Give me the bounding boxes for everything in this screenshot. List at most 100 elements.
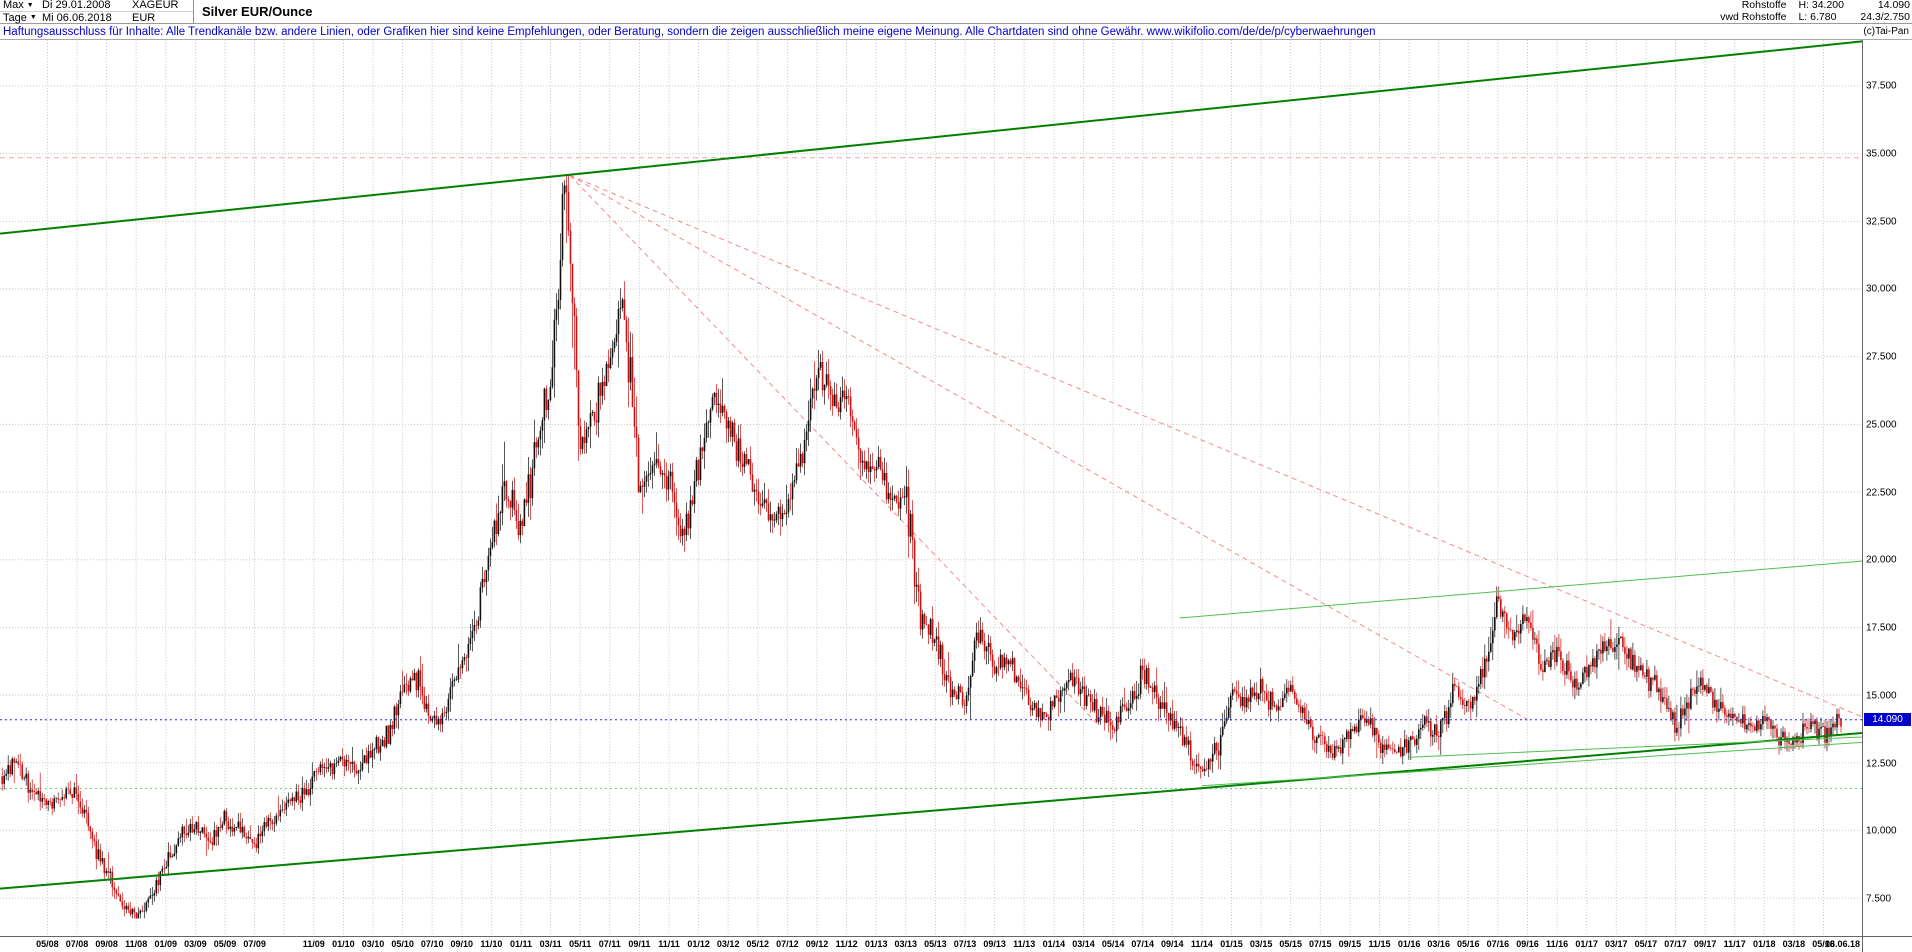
time-axis-label: 01/15 [1220, 939, 1243, 949]
time-axis-label: 11/09 [302, 939, 325, 949]
price-axis-label: 12.500 [1866, 758, 1897, 770]
time-axis-label: 09/13 [983, 939, 1006, 949]
time-axis-label: 05/09 [213, 939, 237, 949]
time-axis-label: 07/17 [1664, 939, 1687, 949]
time-axis-label: 05/13 [924, 939, 947, 949]
fan-line-3 [569, 175, 1099, 726]
price-axis-label: 35.000 [1866, 148, 1897, 160]
toolbar-left: Max ▼ Di 29.01.2008 XAGEUR Tage ▼ Mi 06.… [0, 0, 313, 24]
time-axis-label: 11/13 [1013, 939, 1036, 949]
feed-provider-label: vwd Rohstoffe [1720, 10, 1787, 23]
time-axis-label: 03/10 [361, 939, 385, 949]
low-value-label: L: 6.780 [1798, 10, 1837, 23]
time-axis-label: 11/12 [835, 939, 858, 949]
feed-name-label: Rohstoffe [1741, 0, 1787, 11]
time-axis-label: 03/13 [894, 939, 918, 949]
header-last-price: 14.090 [1877, 0, 1910, 11]
time-axis-label: 11/15 [1368, 939, 1391, 949]
vertical-gridlines [46, 40, 1824, 936]
last-price-info: 14.090 24.3/2.750 [1856, 0, 1910, 23]
price-axis-label: 15.000 [1866, 690, 1897, 702]
price-axis[interactable]: 14.090 37.500 35.000 32.500 30.000 27.500 25.… [1862, 40, 1912, 936]
disclaimer-row: Haftungsausschluss für Inhalte: Alle Tre… [0, 24, 1912, 39]
time-axis-label: 03/09 [184, 939, 207, 949]
time-axis-label: 05/16 [1457, 939, 1480, 949]
time-axis-label: 09/10 [450, 939, 474, 949]
candle-wicks-down [1, 173, 1842, 919]
time-axis-label: 09/14 [1161, 939, 1184, 949]
time-axis-label: 09/12 [805, 939, 829, 949]
time-axis-label: 07/12 [776, 939, 799, 949]
range-settings: Max ▼ Di 29.01.2008 XAGEUR Tage ▼ Mi 06.… [0, 0, 194, 24]
fan-line-1 [569, 174, 1862, 718]
price-axis-label: 17.500 [1866, 622, 1897, 634]
high-value-label: H: 34.200 [1798, 0, 1844, 11]
header-extra-info: 24.3/2.750 [1860, 10, 1910, 23]
time-axis-label: 07/09 [243, 939, 266, 949]
resistance-line-right [1179, 560, 1862, 619]
time-axis-label: 03/17 [1605, 939, 1628, 949]
time-axis-label: 11/10 [480, 939, 503, 949]
plot-area[interactable] [0, 40, 1862, 936]
symbol-label: XAGEUR [132, 0, 179, 11]
time-axis-label: 01/13 [864, 939, 888, 949]
period-dropdown-label: Tage [3, 11, 27, 24]
time-axis-label: 05/11 [569, 939, 592, 949]
upper-channel-line [0, 40, 1862, 235]
time-axis-label: 07/14 [1131, 939, 1154, 949]
time-axis-label: 01/16 [1397, 939, 1421, 949]
time-axis-label: 03/15 [1249, 939, 1273, 949]
period-dropdown[interactable]: Tage ▼ [0, 12, 42, 24]
toolbar-right: Rohstoffe vwd Rohstoffe H: 34.200 L: 6.7… [1720, 0, 1912, 23]
time-axis-end-label: 06.06.18 [1824, 939, 1860, 949]
time-axis-label: 07/10 [420, 939, 444, 949]
time-axis-label: 01/11 [509, 939, 533, 949]
last-price-badge: 14.090 [1864, 713, 1911, 726]
time-axis-label: 09/15 [1338, 939, 1362, 949]
time-axis-label: 11/17 [1723, 939, 1746, 949]
support-line-2016 [1409, 736, 1862, 758]
time-axis-label: 09/08 [95, 939, 118, 949]
time-axis-label: 05/12 [746, 939, 770, 949]
time-axis-label: 03/11 [539, 939, 562, 949]
time-axis-label: 05/15 [1279, 939, 1302, 949]
time-axis-label: 05/14 [1101, 939, 1125, 949]
price-axis-label: 25.000 [1866, 419, 1897, 431]
price-axis-label: 7.500 [1866, 893, 1892, 905]
axis-corner [1862, 936, 1912, 952]
time-axis-label: 07/08 [65, 939, 89, 949]
copyright-label: (c)Tai-Pan [1863, 26, 1909, 37]
candle-bodies-down [1, 185, 1842, 919]
price-axis-label: 32.500 [1866, 216, 1897, 228]
price-axis-label: 30.000 [1866, 283, 1897, 295]
time-axis-label: 07/15 [1309, 939, 1332, 949]
time-axis-label: 11/16 [1546, 939, 1569, 949]
lower-channel-line [0, 732, 1862, 890]
time-axis-label: 07/16 [1486, 939, 1510, 949]
price-axis-label: 27.500 [1866, 351, 1897, 363]
support-line-2014 [1201, 741, 1862, 787]
time-axis[interactable]: 05/08 07/08 09/08 11/08 01/09 03/09 05/09 07/09… [0, 936, 1862, 952]
candle-bodies-up [3, 185, 1838, 919]
time-axis-label: 05/17 [1634, 939, 1658, 949]
price-chart-canvas[interactable] [0, 40, 1862, 936]
period-row: Tage ▼ Mi 06.06.2018 EUR [0, 12, 193, 24]
disclaimer-text: Haftungsausschluss für Inhalte: Alle Tre… [3, 25, 1376, 38]
time-axis-label: 05/10 [391, 939, 414, 949]
time-axis-label: 01/18 [1753, 939, 1776, 949]
chart-title: Silver EUR/Ounce [202, 4, 313, 19]
time-axis-label: 11/11 [658, 939, 680, 949]
range-dropdown[interactable]: Max ▼ [0, 0, 42, 11]
horizontal-gridlines [0, 85, 1862, 899]
time-axis-label: 01/12 [687, 939, 710, 949]
price-axis-label: 37.500 [1866, 80, 1897, 92]
start-date-field[interactable]: Di 29.01.2008 [42, 0, 111, 11]
end-date-field[interactable]: Mi 06.06.2018 [42, 11, 112, 24]
time-axis-label: 05/08 [36, 939, 59, 949]
price-axis-label: 22.500 [1866, 487, 1897, 499]
time-axis-label: 01/17 [1575, 939, 1598, 949]
time-axis-label: 05/18 [1812, 939, 1835, 949]
fan-line-2 [569, 174, 1528, 720]
time-axis-label: 03/18 [1782, 939, 1806, 949]
